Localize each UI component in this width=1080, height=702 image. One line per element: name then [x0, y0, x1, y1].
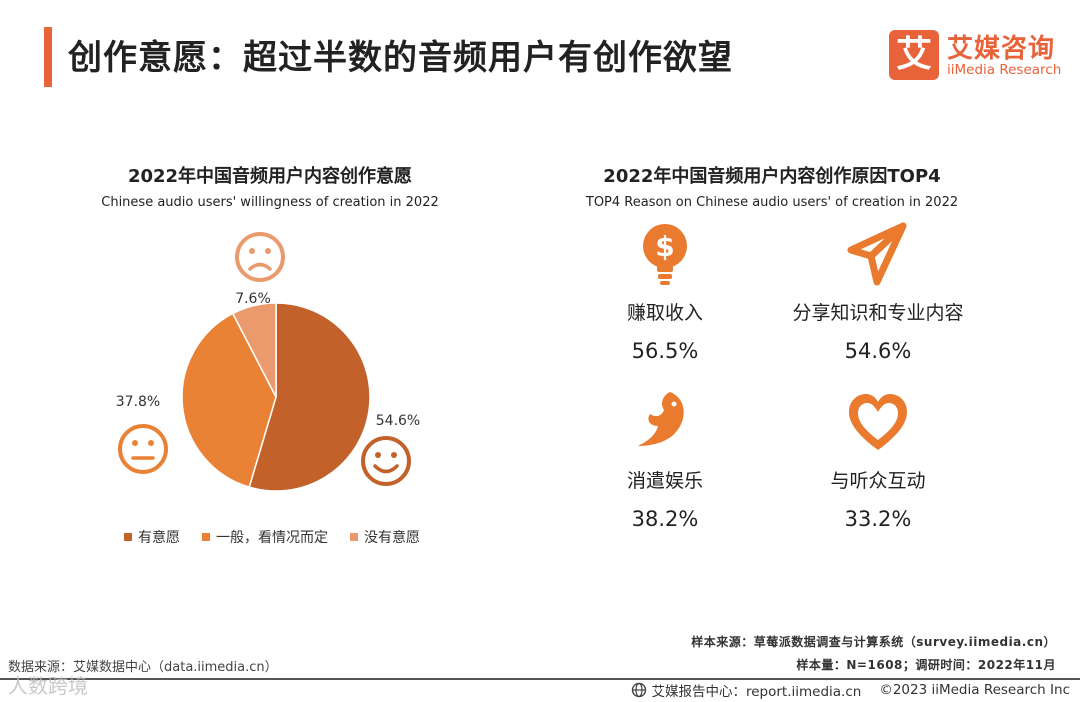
legend-label: 没有意愿 — [364, 530, 420, 546]
footer-divider — [0, 678, 1080, 680]
reason-item-income: $ 赚取收入 56.5% — [565, 220, 765, 363]
report-center: 艾媒报告中心：report.iimedia.cn — [651, 684, 862, 700]
reason-item-entertainment: 消遣娱乐 38.2% — [565, 388, 765, 531]
legend-item: 有意愿 — [124, 527, 180, 547]
right-chart-title: 2022年中国音频用户内容创作原因TOP4 — [603, 166, 941, 187]
legend-swatch — [202, 533, 210, 541]
reason-item-interaction: 与听众互动 33.2% — [778, 388, 978, 531]
pie-value-label: 54.6% — [376, 413, 420, 429]
reason-value: 56.5% — [631, 339, 699, 363]
reason-value: 54.6% — [844, 339, 912, 363]
reason-label: 赚取收入 — [626, 302, 703, 324]
money-bulb-icon: $ — [643, 224, 687, 285]
reason-label: 分享知识和专业内容 — [792, 302, 964, 324]
watermark: 人数跨境 — [8, 674, 88, 698]
left-chart-title: 2022年中国音频用户内容创作意愿 — [127, 166, 413, 187]
title-accent-bar — [44, 27, 52, 87]
reason-value: 38.2% — [631, 507, 699, 531]
iimedia-logo: 艾 艾媒咨询 iiMedia Research — [889, 30, 1069, 82]
logo-mark: 艾 — [889, 30, 939, 80]
heart-icon — [849, 394, 907, 450]
willingness-pie-chart: 54.6% 37.8% 7.6% — [116, 232, 420, 492]
smile-face-icon — [361, 436, 411, 486]
copyright: ©2023 iiMedia Research Inc — [879, 682, 1070, 698]
reason-value: 33.2% — [844, 507, 912, 531]
right-chart-subtitle: TOP4 Reason on Chinese audio users' of c… — [585, 195, 959, 210]
data-source: 数据来源：艾媒数据中心（data.iimedia.cn） — [8, 660, 278, 675]
sample-size: 样本量：N=1608；调研时间：2022年11月 — [796, 658, 1056, 672]
pie-value-label: 37.8% — [116, 394, 160, 410]
legend-item: 一般，看情况而定 — [202, 527, 328, 547]
reason-label: 与听众互动 — [830, 470, 926, 492]
legend-swatch — [124, 533, 132, 541]
svg-text:$: $ — [655, 230, 674, 263]
reason-item-share: 分享知识和专业内容 54.6% — [778, 220, 978, 363]
legend-label: 有意愿 — [138, 530, 180, 546]
logo-chinese-name: 艾媒咨询 — [947, 34, 1056, 64]
neutral-face-icon — [118, 424, 168, 474]
legend-swatch — [350, 533, 358, 541]
left-chart-subtitle: Chinese audio users' willingness of crea… — [101, 195, 439, 210]
sample-source: 样本来源：草莓派数据调查与计算系统（survey.iimedia.cn） — [691, 635, 1056, 649]
globe-icon — [632, 682, 647, 698]
paper-plane-icon — [847, 222, 907, 286]
pie-legend: 有意愿 一般，看情况而定 没有意愿 — [124, 527, 420, 547]
reason-label: 消遣娱乐 — [626, 470, 703, 492]
legend-item: 没有意愿 — [350, 527, 420, 547]
pie-slice-2 — [231, 302, 277, 398]
pie-slice-1 — [181, 312, 277, 489]
logo-english-name: iiMedia Research — [947, 62, 1062, 78]
page-title: 创作意愿：超过半数的音频用户有创作欲望 — [68, 38, 733, 78]
pie-value-label: 7.6% — [235, 291, 271, 307]
sad-face-icon — [235, 232, 285, 282]
legend-label: 一般，看情况而定 — [216, 530, 328, 546]
pie-slice-0 — [248, 302, 371, 492]
footer-bottom: 艾媒报告中心：report.iimedia.cn ©2023 iiMedia R… — [631, 680, 1070, 700]
cardinal-bird-icon — [638, 392, 684, 446]
